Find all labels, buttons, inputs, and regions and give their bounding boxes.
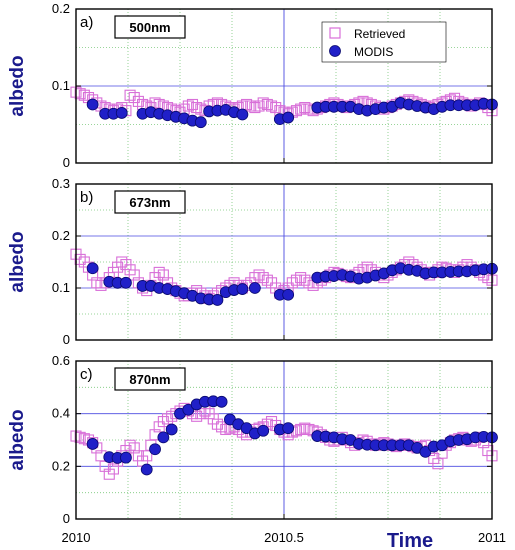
panel-2-ytick-label-3: 0.3 xyxy=(52,176,70,191)
panel-1-modis-point-16 xyxy=(236,108,249,121)
panel-3-modis-point-13 xyxy=(215,395,228,408)
panel-3-modis-point-6 xyxy=(157,431,170,444)
panel-1-retrieved-point-41 xyxy=(241,98,253,111)
panel-3-wavelength-box xyxy=(114,367,186,391)
panel-2-ytick-label-0: 0 xyxy=(63,332,70,347)
panel-1-wavelength-label: 500nm xyxy=(129,20,170,35)
panel-1-retrieved-point-14 xyxy=(128,92,140,104)
panel-3-modis-point-18 xyxy=(257,424,270,437)
panel-3-ytick-label-2: 0.4 xyxy=(52,406,70,421)
panel-3-retrieved-point-2 xyxy=(78,433,90,445)
panel-3-retrieved-point-30 xyxy=(195,408,207,420)
panel-2: 0 0.1 0.2 0.3 albedo b) 673nm xyxy=(7,176,498,347)
panel-2-retrieved-point-20 xyxy=(153,266,165,278)
panel-3-retrieved-point-35 xyxy=(216,421,228,433)
panel-2-retrieved-point-5 xyxy=(91,277,103,289)
panel-1-ytick-label-2: 0.2 xyxy=(52,1,70,16)
panel-3-modis-point-16 xyxy=(240,422,253,435)
panel-3-modis-point-34 xyxy=(419,445,432,458)
x-axis-label: Time xyxy=(387,530,433,550)
panel-2-modis-point-17 xyxy=(248,282,261,294)
x-tick-label-2010-5: 2010.5 xyxy=(264,530,304,545)
panel-2-retrieved-point-56 xyxy=(303,277,315,289)
panel-3-retrieved-point-9 xyxy=(107,463,119,475)
panel-1-retrieved-point-53 xyxy=(290,105,303,117)
panel-2-retrieved-point-53 xyxy=(290,274,303,286)
panel-3-modis-point-4 xyxy=(140,463,153,476)
panel-1-wavelength-box xyxy=(114,15,186,39)
panel-1-ytick-label-0: 0 xyxy=(63,155,70,170)
panel-1-retrieved-point-46 xyxy=(261,98,273,111)
legend-retrieved-marker xyxy=(329,27,341,39)
panel-2-retrieved-point-11 xyxy=(116,256,128,268)
panel-3-ytick-label-1: 0.2 xyxy=(52,458,70,473)
panel-1-panel-label: a) xyxy=(80,14,93,31)
panel-3-modis-point-0 xyxy=(86,438,99,450)
panel-3-modis-point-20 xyxy=(282,422,295,435)
panel-2-retrieved-point-21 xyxy=(157,269,169,281)
panel-3-retrieved-point-54 xyxy=(295,423,307,436)
panel-3-modis-point-7 xyxy=(165,423,178,436)
panel-1-retrieved-point-45 xyxy=(257,97,269,109)
legend-retrieved-label: Retrieved xyxy=(354,27,405,41)
panel-3-retrieved-point-13 xyxy=(124,439,136,451)
legend: Retrieved MODIS xyxy=(321,21,447,63)
panel-3-wavelength-label: 870nm xyxy=(129,372,170,387)
panel-1-retrieved-point-42 xyxy=(245,100,257,112)
panel-2-modis-point-19 xyxy=(282,288,295,301)
panel-1-retrieved-point-44 xyxy=(253,100,265,112)
panel-1-y-axis-label: albedo xyxy=(7,55,28,116)
panel-3-retrieved-point-47 xyxy=(265,416,278,428)
panel-2-modis-point-0 xyxy=(86,262,99,275)
panel-3-ytick-label-3: 0.6 xyxy=(52,353,70,368)
panel-1-retrieved-point-29 xyxy=(191,102,203,114)
panel-1-modis-point-0 xyxy=(86,98,99,111)
panel-1-retrieved-point-55 xyxy=(299,102,311,114)
panel-1-retrieved-point-1 xyxy=(74,88,86,100)
legend-box xyxy=(321,21,447,63)
panel-3-y-axis-label: albedo xyxy=(7,409,28,470)
panel-1-retrieved-point-13 xyxy=(124,89,136,101)
panel-3-modis-point-9 xyxy=(182,403,195,416)
panel-3-retrieved-point-7 xyxy=(99,460,111,472)
panel-1-retrieved-point-54 xyxy=(295,103,307,115)
panel-3-retrieved-point-55 xyxy=(299,422,311,434)
panel-1-ytick-label-1: 0.1 xyxy=(52,78,70,93)
panels-group: 0 0.1 0.2 albedo a) 500nm 0 0.1 0.2 0.3 albedo b) 67… xyxy=(7,1,498,526)
panel-2-ytick-label-2: 0.2 xyxy=(52,228,70,243)
panel-2-retrieved-point-14 xyxy=(128,269,140,281)
legend-modis-label: MODIS xyxy=(354,45,393,59)
panel-3-ytick-label-0: 0 xyxy=(63,511,70,526)
panel-2-retrieved-point-1 xyxy=(74,253,86,265)
panel-2-wavelength-box xyxy=(114,190,186,214)
x-tick-label-2010: 2010 xyxy=(62,530,91,545)
panel-1: 0 0.1 0.2 albedo a) 500nm xyxy=(7,1,498,170)
legend-modis-marker xyxy=(329,45,341,57)
panel-2-panel-label: b) xyxy=(80,189,93,206)
panel-2-y-axis-label: albedo xyxy=(7,231,28,292)
panel-1-retrieved-point-27 xyxy=(182,100,194,112)
panel-2-modis-point-3 xyxy=(120,276,132,289)
panel-3-retrieved-point-1 xyxy=(74,431,86,443)
panel-3-panel-label: c) xyxy=(80,366,93,383)
panel-1-modis-point-3 xyxy=(115,107,128,119)
panel-1-retrieved-point-19 xyxy=(149,97,161,109)
x-tick-label-2011: 2011 xyxy=(478,530,506,545)
panel-1-modis-point-18 xyxy=(282,111,295,124)
panel-3-modis-point-5 xyxy=(149,443,161,456)
panel-2-modis-point-16 xyxy=(236,283,249,295)
panel-2-wavelength-label: 673nm xyxy=(129,195,170,210)
panel-2-ytick-label-1: 0.1 xyxy=(52,280,70,295)
panel-3: 0 0.2 0.4 0.6 albedo c) 870nm xyxy=(7,353,498,526)
panel-2-modis-point-13 xyxy=(211,294,224,306)
panel-3-retrieved-point-36 xyxy=(220,423,232,436)
panel-3-modis-point-3 xyxy=(120,451,132,464)
panel-1-modis-point-11 xyxy=(194,116,207,129)
panel-3-retrieved-point-56 xyxy=(303,423,315,436)
panel-3-retrieved-point-14 xyxy=(128,442,140,454)
panel-2-retrieved-point-46 xyxy=(261,274,273,286)
